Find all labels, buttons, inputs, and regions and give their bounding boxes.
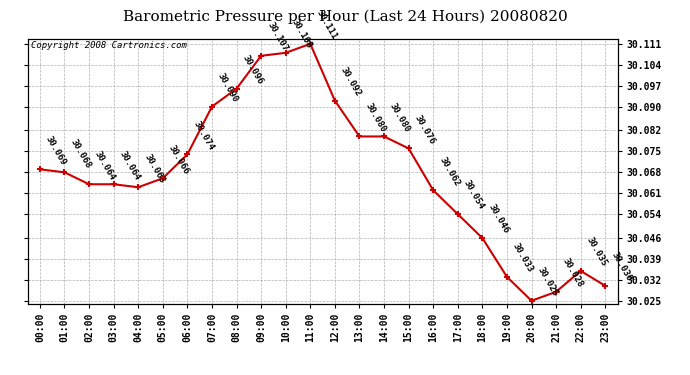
Text: 30.080: 30.080 (388, 101, 412, 134)
Text: 30.025: 30.025 (535, 266, 560, 298)
Text: 30.108: 30.108 (290, 18, 314, 50)
Text: 30.111: 30.111 (315, 9, 338, 41)
Text: 30.066: 30.066 (167, 143, 191, 176)
Text: 30.033: 30.033 (511, 242, 535, 274)
Text: 30.028: 30.028 (560, 256, 584, 289)
Text: 30.090: 30.090 (216, 71, 240, 104)
Text: 30.054: 30.054 (462, 179, 486, 212)
Text: 30.064: 30.064 (93, 149, 117, 182)
Text: 30.092: 30.092 (339, 65, 363, 98)
Text: 30.046: 30.046 (486, 203, 511, 235)
Text: 30.030: 30.030 (609, 251, 633, 283)
Text: 30.096: 30.096 (241, 54, 265, 86)
Text: Barometric Pressure per Hour (Last 24 Hours) 20080820: Barometric Pressure per Hour (Last 24 Ho… (123, 9, 567, 24)
Text: 30.068: 30.068 (68, 137, 92, 170)
Text: 30.080: 30.080 (364, 101, 388, 134)
Text: 30.076: 30.076 (413, 113, 437, 146)
Text: 30.063: 30.063 (142, 152, 166, 184)
Text: 30.069: 30.069 (44, 134, 68, 166)
Text: 30.064: 30.064 (118, 149, 141, 182)
Text: 30.107: 30.107 (265, 21, 289, 53)
Text: 30.074: 30.074 (192, 119, 215, 152)
Text: 30.062: 30.062 (437, 155, 462, 188)
Text: Copyright 2008 Cartronics.com: Copyright 2008 Cartronics.com (30, 41, 186, 50)
Text: 30.035: 30.035 (585, 236, 609, 268)
